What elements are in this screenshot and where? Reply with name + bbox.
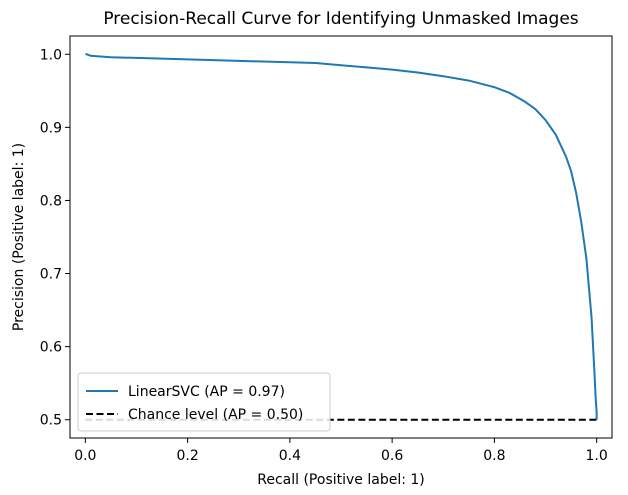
x-tick-label: 0.4 [279, 448, 301, 464]
x-tick-label: 0.2 [176, 448, 198, 464]
y-axis-ticks: 0.5 0.6 0.7 0.8 0.9 1.0 [40, 47, 70, 429]
x-axis-ticks: 0.0 0.2 0.4 0.6 0.8 1.0 [74, 438, 608, 464]
y-axis-label: Precision (Positive label: 1) [11, 143, 27, 331]
chart-title: Precision-Recall Curve for Identifying U… [103, 9, 578, 29]
legend-box [77, 372, 331, 432]
legend-label-0: LinearSVC (AP = 0.97) [128, 384, 285, 400]
series-line-0 [85, 53, 598, 420]
y-tick-label: 0.5 [40, 413, 62, 429]
legend-label-1: Chance level (AP = 0.50) [128, 407, 303, 423]
x-tick-label: 0.6 [381, 448, 403, 464]
axes-frame [69, 35, 613, 439]
y-tick-label: 1.0 [40, 47, 62, 63]
legend: LinearSVC (AP = 0.97) Chance level (AP = … [77, 372, 331, 432]
y-tick-label: 0.7 [40, 267, 62, 283]
x-tick-label: 0.8 [483, 448, 505, 464]
y-tick-label: 0.6 [40, 340, 62, 356]
y-tick-label: 0.8 [40, 193, 62, 209]
y-tick-label: 0.9 [40, 120, 62, 136]
x-tick-label: 1.0 [586, 448, 608, 464]
x-tick-label: 0.0 [74, 448, 96, 464]
x-axis-label: Recall (Positive label: 1) [257, 472, 425, 488]
